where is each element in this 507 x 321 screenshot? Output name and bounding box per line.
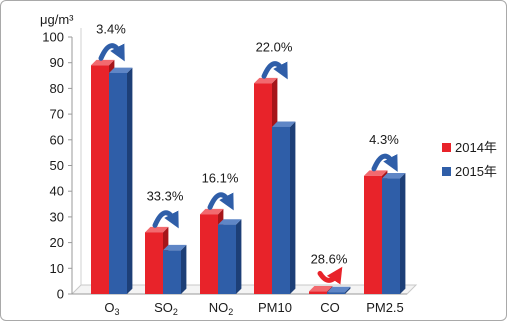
change-percent-label: 16.1% bbox=[202, 170, 239, 185]
bar-2015-3-side bbox=[290, 121, 296, 294]
y-tick-label: 10 bbox=[50, 261, 64, 276]
bar-2014-0-top bbox=[91, 59, 115, 66]
y-tick-label: 40 bbox=[50, 184, 64, 199]
bar-2014-5-front bbox=[364, 175, 382, 294]
change-arrow-icon bbox=[261, 61, 288, 80]
bar-2015-0-front bbox=[109, 72, 127, 294]
bar-2014-3-front bbox=[254, 83, 272, 294]
bar-2015-3-front bbox=[272, 126, 290, 294]
bar-2015-1-side bbox=[181, 244, 187, 294]
change-percent-label: 28.6% bbox=[311, 251, 348, 266]
y-tick-label: 80 bbox=[50, 81, 64, 96]
change-percent-label: 33.3% bbox=[147, 188, 184, 203]
bar-2015-0-top bbox=[109, 67, 133, 73]
bar-2014-4-top bbox=[309, 286, 333, 292]
legend-label: 2015年 bbox=[455, 164, 497, 179]
bar-2015-1 bbox=[163, 244, 187, 294]
x-category-label: PM10 bbox=[258, 300, 292, 315]
change-percent-label: 3.4% bbox=[96, 21, 126, 36]
change-arrow-icon bbox=[317, 266, 343, 285]
bar-2015-5-front bbox=[382, 178, 400, 294]
legend: 2014年 2015年 bbox=[442, 140, 497, 179]
bar-2014-0-front bbox=[91, 65, 109, 295]
y-tick-label: 30 bbox=[50, 209, 64, 224]
legend-swatch bbox=[442, 143, 451, 152]
change-arrow-icon bbox=[207, 192, 234, 211]
bar-2014-4-front bbox=[309, 291, 327, 294]
bar-2015-2-top bbox=[218, 219, 242, 225]
bar-2015-0-side bbox=[127, 67, 133, 294]
y-tick-label: 20 bbox=[50, 235, 64, 250]
bar-2015-4 bbox=[327, 286, 351, 294]
x-category-label: NO2 bbox=[209, 300, 234, 317]
bar-2015-3-top bbox=[272, 121, 296, 127]
x-category-label: O3 bbox=[104, 300, 119, 317]
x-category-label: CO bbox=[320, 300, 340, 315]
bar-2015-3 bbox=[272, 121, 296, 294]
bar-2015-5 bbox=[382, 172, 406, 294]
y-tick-label: 60 bbox=[50, 132, 64, 147]
bar-2014-2-top bbox=[200, 208, 224, 215]
change-percent-label: 4.3% bbox=[369, 132, 399, 147]
legend-label: 2014年 bbox=[455, 140, 497, 155]
bar-2015-0 bbox=[109, 67, 133, 294]
bar-2015-4-top bbox=[327, 286, 351, 293]
legend-swatch bbox=[442, 167, 451, 176]
bar-2015-2 bbox=[218, 219, 242, 294]
labels: O3 3.4% SO2 33.3% NO2 16.1% PM10 22.0% CO 28.6% PM… bbox=[96, 21, 404, 317]
bar-2015-4-side bbox=[345, 286, 351, 294]
change-arrow-icon bbox=[98, 43, 125, 62]
bar-2014-2-front bbox=[200, 214, 218, 294]
y-tick-label: 90 bbox=[50, 55, 64, 70]
bars bbox=[91, 59, 406, 295]
change-percent-label: 22.0% bbox=[256, 39, 293, 54]
x-category-label: SO2 bbox=[154, 300, 178, 317]
bar-2014-5-top bbox=[364, 170, 388, 176]
y-tick-label: 100 bbox=[42, 30, 64, 45]
bar-2015-1-top bbox=[163, 244, 187, 251]
y-tick-label: 50 bbox=[50, 158, 64, 173]
bar-2014-3-top bbox=[254, 77, 278, 84]
bar-2015-1-front bbox=[163, 250, 181, 294]
bar-2015-5-side bbox=[400, 172, 406, 294]
change-arrow-icon bbox=[152, 210, 179, 229]
bar-2014-1-front bbox=[145, 232, 163, 294]
bar-2015-4-front bbox=[327, 292, 345, 294]
y-tick-label: 70 bbox=[50, 107, 64, 122]
bar-2015-2-front bbox=[218, 224, 236, 294]
x-category-label: PM2.5 bbox=[366, 300, 404, 315]
y-axis-unit: μg/m³ bbox=[40, 12, 74, 27]
bar-2015-5-top bbox=[382, 172, 406, 179]
y-tick-label: 0 bbox=[57, 287, 64, 302]
change-arrow-icon bbox=[371, 153, 398, 172]
bar-2014-1-top bbox=[145, 226, 169, 233]
bar-2015-2-side bbox=[236, 219, 242, 294]
